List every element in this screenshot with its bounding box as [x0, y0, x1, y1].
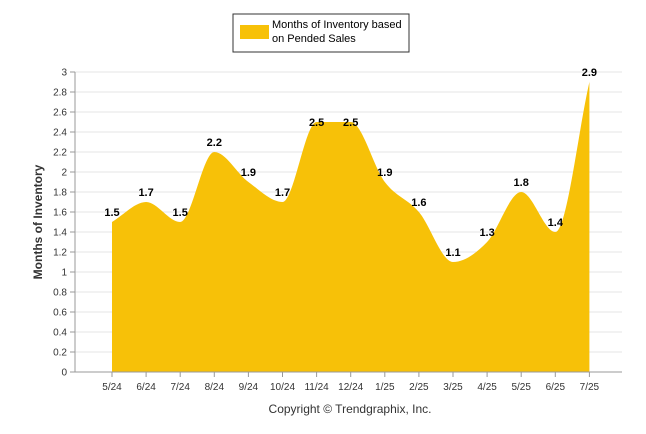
data-label: 2.9	[582, 67, 597, 79]
x-tick-labels: 5/24 6/24 7/24 8/24 9/24 10/24 11/24 12/24 1/25 2…	[102, 382, 599, 393]
x-tick-label: 1/25	[375, 382, 395, 393]
y-tick-label: 0.2	[53, 348, 67, 359]
data-label: 1.5	[173, 207, 188, 219]
x-tick-label: 9/24	[239, 382, 259, 393]
data-label: 1.6	[411, 197, 426, 209]
data-label: 1.9	[377, 167, 392, 179]
legend: Months of Inventory based on Pended Sale…	[232, 13, 410, 53]
y-tick-label: 3	[61, 68, 67, 79]
y-tick-label: 1.2	[53, 248, 67, 259]
legend-text-line1: Months of Inventory based	[272, 19, 402, 31]
y-tick-label: 2.6	[53, 108, 67, 119]
data-label: 1.8	[514, 177, 529, 189]
data-label: 1.7	[275, 187, 290, 199]
x-tick-label: 12/24	[338, 382, 363, 393]
y-tick-label: 1.8	[53, 188, 67, 199]
data-label: 2.2	[207, 137, 222, 149]
copyright-credit: Copyright © Trendgraphix, Inc.	[269, 402, 432, 416]
x-tick-label: 7/24	[170, 382, 190, 393]
y-tick-label: 0.8	[53, 288, 67, 299]
legend-swatch	[240, 25, 269, 39]
x-tick-label: 5/25	[511, 382, 531, 393]
y-tick-label: 0.4	[53, 328, 67, 339]
y-tick-labels: 0 0.2 0.4 0.6 0.8 1 1.2 1.4 1.6 1.8 2 2.2 2.4 2.6 2.8 3	[53, 68, 67, 379]
x-tick-label: 5/24	[102, 382, 122, 393]
x-tick-label: 2/25	[409, 382, 429, 393]
data-label: 1.7	[138, 187, 153, 199]
data-label: 1.5	[104, 207, 119, 219]
legend-box	[232, 13, 410, 53]
y-tick-label: 2.8	[53, 88, 67, 99]
data-label: 2.5	[343, 117, 358, 129]
y-tick-label: 2.4	[53, 128, 67, 139]
x-tick-label: 8/24	[205, 382, 225, 393]
x-tick-label: 7/25	[580, 382, 600, 393]
y-tick-label: 2.2	[53, 148, 67, 159]
data-label: 1.9	[241, 167, 256, 179]
axes	[74, 72, 622, 373]
y-tick-label: 1	[61, 268, 67, 279]
x-tick-label: 11/24	[304, 382, 329, 393]
x-tick-label: 4/25	[477, 382, 497, 393]
y-tick-label: 0.6	[53, 308, 67, 319]
x-tick-label: 6/25	[546, 382, 566, 393]
data-label: 1.4	[548, 217, 564, 229]
area-series	[111, 81, 590, 372]
data-label: 2.5	[309, 117, 324, 129]
data-label: 1.1	[445, 247, 460, 259]
data-label: 1.3	[479, 227, 494, 239]
legend-text-line2: on Pended Sales	[272, 33, 356, 45]
y-tick-label: 1.6	[53, 208, 67, 219]
x-tick-label: 10/24	[270, 382, 295, 393]
y-tick-label: 2	[61, 168, 67, 179]
data-labels: 1.5 1.7 1.5 2.2 1.9 1.7 2.5 2.5 1.9 1.6 1.1 1.3 1.8 1…	[104, 67, 597, 259]
y-tick-label: 1.4	[53, 228, 67, 239]
x-tick-label: 3/25	[443, 382, 463, 393]
y-axis-title: Months of Inventory	[31, 164, 45, 279]
y-tick-label: 0	[61, 368, 67, 379]
series-area	[112, 82, 590, 372]
x-tick-label: 6/24	[136, 382, 156, 393]
